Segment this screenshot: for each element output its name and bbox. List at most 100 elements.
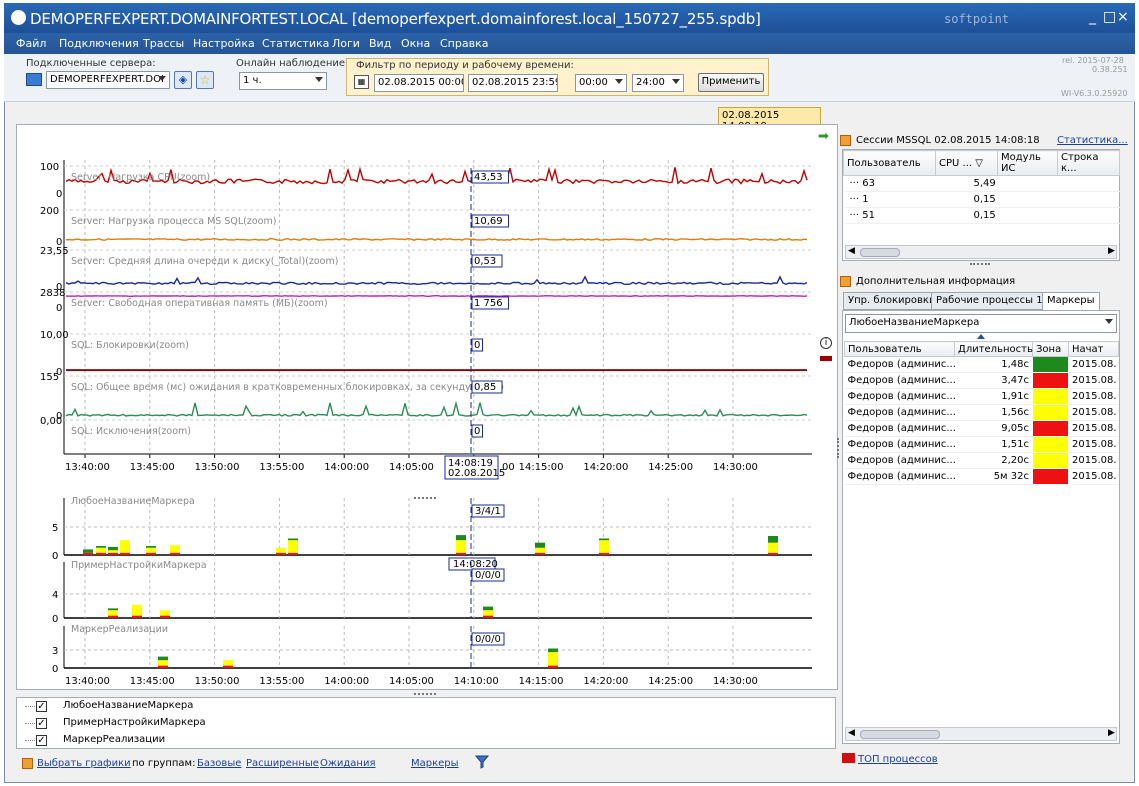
x-tick-label: 14:25:00 xyxy=(648,462,693,473)
scroll-left-icon[interactable]: ◀ xyxy=(848,728,855,738)
date-from-input[interactable]: 02.08.2015 00:00 xyxy=(374,74,464,92)
series-value-box: 0,53 xyxy=(471,254,503,268)
series-name: Server: Средняя длина очереди к диску(_T… xyxy=(71,256,338,267)
group-waits-link[interactable]: Ожидания xyxy=(320,758,376,769)
online-interval-select[interactable]: 1 ч. xyxy=(239,72,327,90)
markers-column-header[interactable]: Начат xyxy=(1068,341,1119,357)
x-tick-label: 14:30:00 xyxy=(713,462,758,473)
sessions-column-header[interactable]: Пользователь xyxy=(843,150,936,176)
statistics-link[interactable]: Статистика... xyxy=(1057,135,1128,146)
menu-windows[interactable]: Окна xyxy=(401,37,431,50)
next-arrow-icon[interactable]: ➡ xyxy=(818,129,829,144)
value-box xyxy=(471,170,509,184)
sessions-column-header[interactable]: Строка к... xyxy=(1057,150,1120,176)
table-row[interactable]: Федоров (админис... 1,48с 2015.08. xyxy=(844,356,1119,373)
table-row[interactable]: Федоров (админис... 5м 32с 2015.08. xyxy=(844,468,1119,485)
sessions-icon xyxy=(840,135,851,146)
bar-red xyxy=(146,552,156,555)
extra-info-title: Дополнительная информация xyxy=(856,276,1016,287)
sessions-column-header[interactable]: CPU ... ▽ xyxy=(935,150,998,176)
group-extended-link[interactable]: Расширенные xyxy=(246,758,319,769)
chevron-down-icon xyxy=(615,79,623,84)
time-to-select[interactable]: 24:00 xyxy=(632,74,684,92)
sessions-column-header[interactable]: Модуль ИС xyxy=(997,150,1058,176)
table-row[interactable]: Федоров (админис... 2,20с 2015.08. xyxy=(844,452,1119,469)
marker-value: 0/0/0 xyxy=(475,570,501,581)
legend-checkbox[interactable]: ✓ xyxy=(36,701,47,712)
maximize-icon[interactable]: □ xyxy=(1103,9,1117,25)
marker-zone xyxy=(1032,356,1069,373)
marker-chart: 5 0 ЛюбоеНазваниеМаркера 3/4/1 14:08:20 xyxy=(52,496,812,571)
splitter-handle[interactable] xyxy=(414,497,436,500)
menu-view[interactable]: Вид xyxy=(369,37,392,50)
apply-button[interactable]: Применить xyxy=(698,73,764,92)
select-charts-icon[interactable] xyxy=(22,758,33,769)
vertical-splitter[interactable] xyxy=(837,438,840,458)
table-row[interactable]: Федоров (админис... 9,05с 2015.08. xyxy=(844,420,1119,437)
favorite-star-icon[interactable]: ☆ xyxy=(196,71,214,89)
charts-panel xyxy=(16,124,838,690)
info-icon[interactable]: i xyxy=(820,337,832,349)
splitter-handle[interactable] xyxy=(970,263,990,266)
bar-red xyxy=(170,552,180,555)
scroll-right-icon[interactable]: ▶ xyxy=(1108,728,1115,738)
y-tick-label: 155 xyxy=(40,372,59,383)
table-row[interactable]: Федоров (админис... 3,47с 2015.08. xyxy=(844,372,1119,389)
tab-markers[interactable]: Маркеры xyxy=(1042,292,1100,311)
title-bar[interactable]: DEMOPERFEXPERT.DOMAINFORTEST.LOCAL [demo… xyxy=(4,3,1135,33)
bar-red xyxy=(83,552,93,555)
menu-statistics[interactable]: Статистика xyxy=(262,37,330,50)
table-row[interactable]: ··· 51 0,15 xyxy=(843,207,1120,224)
table-row[interactable]: Федоров (админис... 1,56с 2015.08. xyxy=(844,404,1119,421)
marker-select-value: ЛюбоеНазваниеМаркера xyxy=(849,317,980,328)
x-tick-label: 14:05:00 xyxy=(389,676,434,687)
menu-traces[interactable]: Трассы xyxy=(143,37,185,50)
markers-column-header[interactable]: Длительность xyxy=(954,341,1033,357)
scroll-thumb[interactable] xyxy=(860,730,940,739)
menu-connections[interactable]: Подключения xyxy=(59,37,139,50)
scroll-thumb[interactable] xyxy=(860,248,900,257)
menu-help[interactable]: Справка xyxy=(440,37,489,50)
menu-settings[interactable]: Настройка xyxy=(193,37,255,50)
calendar-icon[interactable]: ▦ xyxy=(354,75,369,89)
group-markers-link[interactable]: Маркеры xyxy=(411,758,459,769)
close-icon[interactable]: × xyxy=(1117,9,1129,25)
server-select[interactable]: DEMOPERFEXPERT.DOI xyxy=(46,71,170,89)
date-to-input[interactable]: 02.08.2015 23:59 xyxy=(468,74,558,92)
markers-column-header[interactable]: Зона xyxy=(1032,341,1069,357)
scroll-left-icon[interactable]: ◀ xyxy=(848,246,855,256)
scroll-right-icon[interactable]: ▶ xyxy=(1108,246,1115,256)
value-box xyxy=(471,568,505,582)
splitter-handle[interactable] xyxy=(414,693,436,696)
x-tick-label: 13:40:00 xyxy=(65,676,110,687)
tab-locks[interactable]: Упр. блокировки xyxy=(843,292,941,310)
time-from-select[interactable]: 00:00 xyxy=(575,74,627,92)
markers-scrollbar[interactable]: ◀ ▶ xyxy=(845,727,1117,741)
menu-file[interactable]: Файл xyxy=(16,37,47,50)
tab-1c-processes[interactable]: Рабочие процессы 1С xyxy=(931,292,1055,310)
select-charts-link[interactable]: Выбрать графики xyxy=(37,758,131,769)
session-user: ··· 1 xyxy=(843,191,936,208)
main-metrics-chart[interactable]: 13:40:00 13:45:00 13:50:00 13:55:00 14:00:00… xyxy=(16,124,838,690)
table-row[interactable]: ··· 1 0,15 xyxy=(843,191,1120,208)
menu-logs[interactable]: Логи xyxy=(332,37,360,50)
sessions-scrollbar[interactable]: ◀ ▶ xyxy=(845,245,1117,259)
markers-column-header[interactable]: Пользователь xyxy=(844,341,955,357)
marker-select[interactable]: ЛюбоеНазваниеМаркера xyxy=(845,314,1117,333)
connect-server-icon[interactable]: ◈ xyxy=(174,71,192,89)
tree-connector xyxy=(25,740,35,741)
top-processes-link[interactable]: ТОП процессов xyxy=(858,754,938,765)
session-user: ··· 63 xyxy=(843,175,936,192)
filter-icon[interactable] xyxy=(475,755,489,769)
minimize-icon[interactable]: _ xyxy=(1089,9,1096,25)
table-row[interactable]: Федоров (админис... 1,91с 2015.08. xyxy=(844,388,1119,405)
bar-green xyxy=(548,648,558,653)
table-row[interactable]: Федоров (админис... 1,51с 2015.08. xyxy=(844,436,1119,453)
marker-start: 2015.08. xyxy=(1068,452,1119,469)
legend-checkbox[interactable]: ✓ xyxy=(36,718,47,729)
legend-checkbox[interactable]: ✓ xyxy=(36,735,47,746)
table-row[interactable]: ··· 63 5,49 xyxy=(843,175,1120,192)
y-tick-label: 23,55 xyxy=(40,246,69,257)
group-base-link[interactable]: Базовые xyxy=(197,758,242,769)
cursor-tail: 00 xyxy=(502,462,515,473)
